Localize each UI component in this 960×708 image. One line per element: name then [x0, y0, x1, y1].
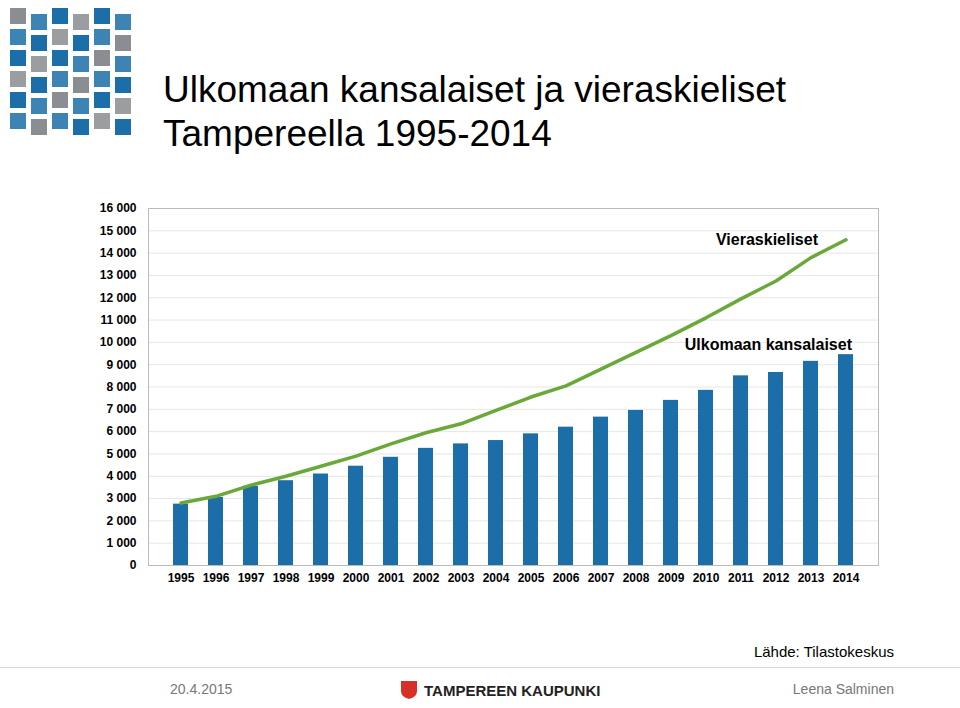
svg-text:1 000: 1 000 [106, 536, 136, 550]
svg-text:2 000: 2 000 [106, 514, 136, 528]
svg-text:12 000: 12 000 [100, 291, 137, 305]
svg-text:7 000: 7 000 [106, 402, 136, 416]
svg-text:1996: 1996 [203, 571, 230, 585]
svg-text:2009: 2009 [658, 571, 685, 585]
html-text:Leena Salminen: Leena Salminen [792, 681, 894, 697]
svg-text:10 000: 10 000 [100, 335, 137, 349]
html-text:TAMPEREEN KAUPUNKI: TAMPEREEN KAUPUNKI [424, 681, 601, 699]
svg-text:11 000: 11 000 [100, 313, 136, 327]
svg-text:8 000: 8 000 [106, 380, 136, 394]
svg-text:2013: 2013 [798, 571, 825, 585]
svg-text:2002: 2002 [413, 571, 440, 585]
svg-text:2014: 2014 [833, 571, 860, 585]
html-text:Ulkomaan kansalaiset ja vieras: Ulkomaan kansalaiset ja vieraskieliset T… [163, 69, 787, 154]
svg-text:2003: 2003 [448, 571, 475, 585]
svg-text:2001: 2001 [378, 571, 405, 585]
svg-text:0: 0 [130, 558, 137, 572]
svg-text:1998: 1998 [273, 571, 300, 585]
svg-text:1999: 1999 [308, 571, 335, 585]
svg-text:16 000: 16 000 [100, 201, 137, 215]
svg-text:2011: 2011 [728, 571, 754, 585]
svg-text:14 000: 14 000 [100, 246, 137, 260]
svg-text:1995: 1995 [168, 571, 195, 585]
svg-text:2012: 2012 [763, 571, 790, 585]
svg-text:2007: 2007 [588, 571, 615, 585]
svg-text:2010: 2010 [693, 571, 720, 585]
svg-text:3 000: 3 000 [106, 491, 136, 505]
svg-text:5 000: 5 000 [106, 447, 136, 461]
svg-text:15 000: 15 000 [100, 224, 137, 238]
svg-text:2005: 2005 [518, 571, 545, 585]
svg-text:2000: 2000 [343, 571, 370, 585]
svg-text:2004: 2004 [483, 571, 510, 585]
svg-text:6 000: 6 000 [106, 424, 136, 438]
html-text:20.4.2015: 20.4.2015 [170, 681, 233, 697]
svg-text:13 000: 13 000 [100, 268, 137, 282]
html-text:Lähde: Tilastokeskus: Lähde: Tilastokeskus [753, 643, 894, 660]
svg-text:2006: 2006 [553, 571, 580, 585]
svg-text:2008: 2008 [623, 571, 650, 585]
svg-text:4 000: 4 000 [106, 469, 136, 483]
svg-text:9 000: 9 000 [106, 358, 136, 372]
svg-text:1997: 1997 [238, 571, 265, 585]
svg-text:Vieraskieliset: Vieraskieliset [716, 231, 819, 248]
svg-text:Ulkomaan kansalaiset: Ulkomaan kansalaiset [685, 336, 853, 353]
